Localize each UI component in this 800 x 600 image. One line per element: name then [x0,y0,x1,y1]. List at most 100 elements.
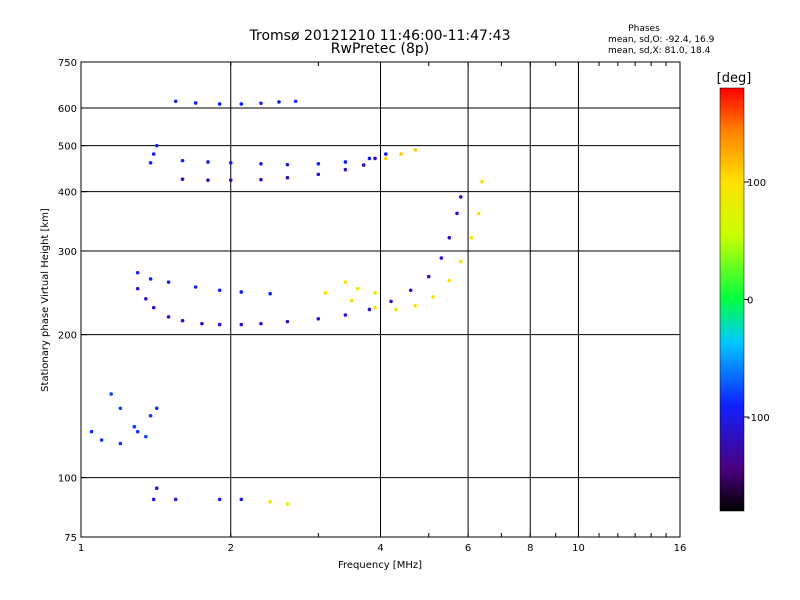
data-point [180,318,185,323]
data-point [193,101,198,105]
data-point [458,195,463,199]
data-point [285,319,290,324]
x-tick-label: 10 [572,543,585,554]
data-point [109,392,113,396]
data-point [154,486,159,491]
grid-lines [81,62,680,537]
data-point [99,438,104,442]
data-point [285,175,290,180]
data-point [343,280,348,284]
data-point [413,148,418,152]
data-point [447,278,452,283]
colorbar-tick-label: 0 [747,296,753,307]
data-point [268,499,272,504]
data-point [173,99,178,104]
colorbar-ticks: 100 0 -100 [744,178,770,424]
chart-subtitle: RwPretec (8p) [331,41,429,57]
data-point [394,307,398,312]
data-point [447,235,452,240]
chart-title: Tromsø 20121210 11:46:00-11:47:43 [249,28,511,44]
data-point [154,143,159,148]
data-point [239,290,244,294]
data-point [148,161,153,165]
data-point [349,298,354,303]
data-point [144,296,148,301]
data-point [469,235,474,240]
data-point [343,313,348,317]
colorbar-unit: [deg] [717,71,752,86]
data-point [367,156,372,161]
y-tick-label: 200 [58,331,77,342]
data-point [384,156,388,161]
data-point [426,274,431,279]
data-point [259,321,263,326]
data-point [154,406,159,411]
x-tick-label: 8 [527,543,533,554]
x-tick-label: 2 [228,543,234,554]
phases-title: Phases [628,24,660,34]
data-point [455,211,459,216]
data-point [206,160,210,164]
data-point [458,259,463,264]
data-point [166,315,171,319]
data-point [355,286,360,291]
data-point [135,429,140,434]
x-tick-label: 1 [78,543,84,554]
data-points [89,99,484,506]
data-point [193,285,198,289]
data-point [148,277,153,281]
data-point [118,406,123,411]
x-axis-ticks: 1 2 4 6 8 10 16 [78,62,687,554]
data-point [173,497,178,502]
data-point [343,160,348,164]
data-point [180,177,185,181]
data-point [118,441,123,446]
data-point [373,291,377,295]
data-point [166,280,171,284]
data-point [285,162,290,167]
y-axis-label: Stationary phase Virtual Height [km] [40,208,51,392]
data-point [239,102,244,106]
data-point [399,152,403,156]
data-point [259,161,263,166]
data-point [316,161,321,166]
data-point [316,172,321,177]
data-point [151,305,156,310]
data-point [476,211,481,216]
colorbar [719,87,745,512]
data-point [293,99,298,104]
data-point [343,167,348,172]
y-tick-label: 100 [58,474,77,485]
data-point [239,322,244,327]
data-point [323,291,328,295]
data-point [285,502,290,506]
data-point [316,316,321,321]
data-point [217,288,222,293]
x-tick-label: 6 [465,543,471,554]
phases-mean-x: mean, sd,X: 81.0, 18.4 [608,46,711,56]
data-point [89,429,94,434]
y-tick-label: 75 [64,533,77,544]
data-point [148,413,153,418]
y-tick-label: 500 [58,142,77,153]
data-point [200,321,204,326]
data-point [268,291,272,296]
data-point [259,177,263,182]
data-point [367,307,372,312]
data-point [239,497,244,502]
data-point [439,256,444,260]
data-point [228,161,233,165]
data-point [144,434,148,439]
data-point [431,295,435,299]
y-tick-label: 300 [58,247,77,258]
data-point [217,102,222,106]
y-tick-label: 400 [58,188,77,199]
colorbar-tick-label: -100 [747,413,770,424]
x-tick-label: 16 [674,543,687,554]
data-point [413,304,418,308]
data-point [373,156,377,161]
data-point [373,305,377,310]
data-point [132,424,137,429]
data-point [135,270,140,275]
